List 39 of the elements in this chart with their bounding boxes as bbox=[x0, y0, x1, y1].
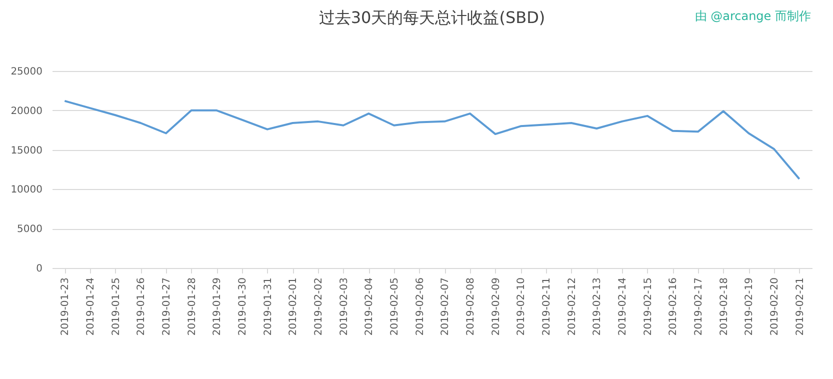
x-tick-label: 2019-02-20 bbox=[770, 278, 780, 336]
x-tick-label: 2019-01-25 bbox=[110, 278, 122, 336]
x-tick-label: 2019-01-27 bbox=[162, 278, 172, 336]
y-tick-label: 25000 bbox=[10, 66, 42, 78]
x-tick-label: 2019-02-18 bbox=[718, 278, 730, 336]
x-tick-label: 2019-02-01 bbox=[288, 278, 300, 336]
line-series bbox=[64, 100, 800, 180]
x-tick-label: 2019-01-31 bbox=[262, 278, 274, 336]
x-tick-label: 2019-02-13 bbox=[592, 278, 604, 336]
x-tick-label: 2019-02-05 bbox=[390, 278, 400, 336]
x-tick-label: 2019-02-14 bbox=[618, 278, 628, 336]
x-tick-label: 2019-02-11 bbox=[542, 278, 552, 336]
x-tick-label: 2019-02-07 bbox=[440, 278, 452, 336]
x-tick-label: 2019-02-17 bbox=[694, 278, 704, 336]
x-tick-label: 2019-02-08 bbox=[466, 278, 476, 336]
y-tick-label: 5000 bbox=[17, 224, 42, 236]
x-tick-label: 2019-02-19 bbox=[744, 278, 756, 336]
x-tick-label: 2019-02-15 bbox=[642, 278, 654, 336]
x-tick-label: 2019-01-24 bbox=[86, 278, 96, 336]
x-tick-label: 2019-02-06 bbox=[414, 278, 426, 336]
x-tick-label: 2019-02-02 bbox=[314, 278, 324, 336]
x-tick-label: 2019-02-12 bbox=[566, 278, 578, 336]
x-tick-label: 2019-01-28 bbox=[186, 278, 198, 336]
x-tick-label: 2019-02-21 bbox=[794, 278, 806, 336]
x-tick-label: 2019-02-10 bbox=[516, 278, 528, 336]
x-tick-label: 2019-02-03 bbox=[338, 278, 350, 336]
y-tick-label: 0 bbox=[36, 264, 42, 274]
text: 由 @arcange 而制作 bbox=[694, 8, 811, 25]
x-tick-label: 2019-02-16 bbox=[668, 278, 680, 336]
x-tick-label: 2019-02-04 bbox=[364, 278, 376, 336]
x-tick-label: 2019-01-26 bbox=[136, 278, 148, 336]
x-tick-label: 2019-01-29 bbox=[212, 278, 224, 336]
y-tick-label: 15000 bbox=[10, 145, 42, 156]
y-tick-label: 20000 bbox=[10, 106, 42, 117]
x-tick-label: 2019-02-09 bbox=[490, 278, 502, 336]
x-tick-label: 2019-01-23 bbox=[60, 278, 72, 336]
chart-title: 过去30天的每天总计收益(SBD) bbox=[318, 8, 546, 27]
y-tick-label: 10000 bbox=[10, 184, 42, 196]
x-tick-label: 2019-01-30 bbox=[238, 278, 248, 336]
